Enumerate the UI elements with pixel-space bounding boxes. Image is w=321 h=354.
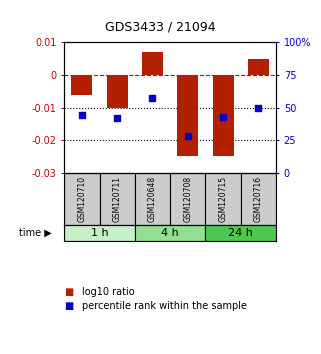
Text: percentile rank within the sample: percentile rank within the sample xyxy=(82,301,247,311)
Text: ■: ■ xyxy=(64,301,74,311)
Bar xyxy=(64,173,100,225)
Bar xyxy=(64,225,135,241)
Text: GDS3433 / 21094: GDS3433 / 21094 xyxy=(105,21,216,34)
Text: 4 h: 4 h xyxy=(161,228,179,238)
Bar xyxy=(213,75,234,156)
Text: GSM120711: GSM120711 xyxy=(113,176,122,222)
Text: 1 h: 1 h xyxy=(91,228,108,238)
Point xyxy=(150,96,155,101)
Bar xyxy=(142,52,163,75)
Bar xyxy=(135,173,170,225)
Bar xyxy=(241,173,276,225)
Text: 24 h: 24 h xyxy=(228,228,253,238)
Text: GSM120648: GSM120648 xyxy=(148,176,157,222)
Point xyxy=(256,105,261,110)
Text: log10 ratio: log10 ratio xyxy=(82,287,134,297)
Point xyxy=(79,113,84,118)
Text: GSM120708: GSM120708 xyxy=(183,176,192,222)
Point xyxy=(185,133,190,139)
Bar xyxy=(205,173,241,225)
Bar xyxy=(248,59,269,75)
Text: ■: ■ xyxy=(64,287,74,297)
Bar xyxy=(205,225,276,241)
Bar xyxy=(170,173,205,225)
Point xyxy=(221,114,226,120)
Bar xyxy=(71,75,92,95)
Point xyxy=(115,115,120,121)
Bar xyxy=(177,75,198,156)
Text: time ▶: time ▶ xyxy=(19,228,52,238)
Text: GSM120715: GSM120715 xyxy=(219,176,228,222)
Bar xyxy=(100,173,135,225)
Text: GSM120716: GSM120716 xyxy=(254,176,263,222)
Bar xyxy=(135,225,205,241)
Bar xyxy=(107,75,128,108)
Text: GSM120710: GSM120710 xyxy=(77,176,86,222)
